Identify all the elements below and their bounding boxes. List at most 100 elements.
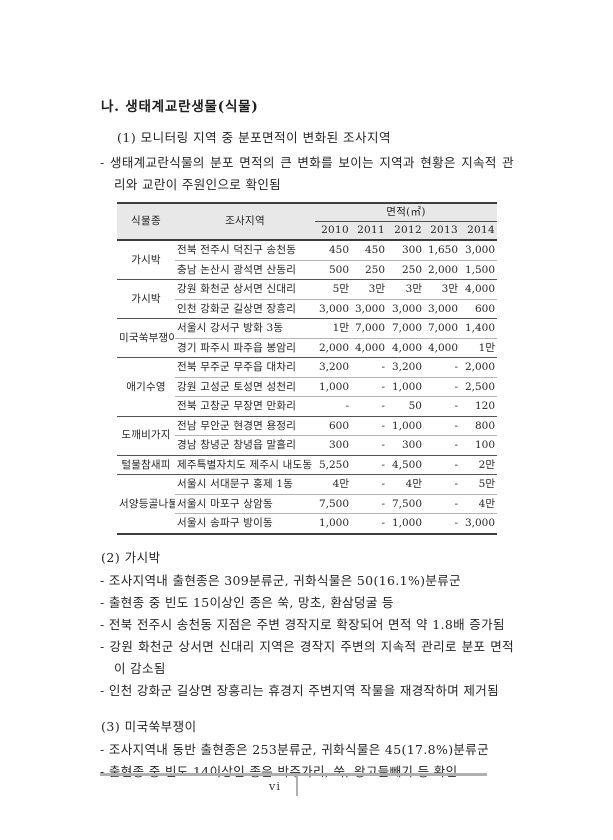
area-value: - [424, 435, 460, 455]
table-row: 전북 고창군 무장면 만화리 - - 50 - 120 [117, 396, 497, 416]
area-value: 3,000 [351, 298, 387, 319]
table-row: 인천 강화군 길상면 장흥리 3,000 3,000 3,000 3,000 6… [117, 298, 497, 319]
table-row: 도깨비가지 전남 무안군 현경면 용정리 600 - 1,000 - 800 [117, 415, 497, 455]
header-species: 식물종 [117, 203, 175, 240]
subsection-3-title: (3) 미국쑥부쟁이 [101, 718, 197, 734]
region-cell: 인천 강화군 길상면 장흥리 [175, 298, 315, 319]
area-value: 4,000 [387, 337, 424, 358]
region-cell: 전북 고창군 무장면 만화리 [175, 396, 315, 416]
section-3-bullet: - 조사지역내 동반 출현종은 253분류군, 귀화식물은 45(17.8%)분… [100, 741, 489, 757]
area-value: 2,000 [424, 259, 460, 280]
area-value: 3,000 [315, 298, 351, 319]
area-value: 1,000 [387, 513, 424, 534]
area-value: 1,000 [315, 513, 351, 534]
area-value: 3,000 [424, 298, 460, 319]
area-value: 1,000 [387, 376, 424, 397]
section-2-bullet: - 전북 전주시 송천동 지점은 주변 경작지로 확장되어 면적 약 1.8배 … [100, 616, 505, 632]
area-value: 4,000 [351, 337, 387, 358]
area-value: 1만 [315, 318, 351, 338]
header-year-2014: 2014 [460, 221, 497, 240]
area-value: - [424, 493, 460, 514]
area-value: 50 [387, 396, 424, 416]
area-value: 7,500 [387, 493, 424, 514]
area-value: - [351, 513, 387, 534]
area-value: 3,200 [387, 357, 424, 377]
area-value: - [424, 513, 460, 534]
subsection-2-title: (2) 가시박 [101, 549, 161, 565]
section-1-bullet: - 생태계교란식물의 분포 면적의 큰 변화를 보이는 지역과 현황은 지속적 … [100, 155, 514, 192]
region-cell: 강원 화천군 상서면 신대리 [175, 279, 315, 299]
species-cell: 서양등골나물 [117, 474, 175, 534]
page-content: 나. 생태계교란생물(식물) (1) 모니터링 지역 중 분포면적이 변화된 조… [100, 95, 514, 783]
area-value: 5만 [315, 279, 351, 299]
table-row: 털물참새피 제주특별자치도 제주시 내도동 5,250 - 4,500 - 2만 [117, 454, 497, 475]
subsection-1-title: (1) 모니터링 지역 중 분포면적이 변화된 조사지역 [117, 130, 392, 145]
area-value: - [351, 454, 387, 475]
species-cell: 애기수영 [117, 357, 175, 416]
area-value: 120 [460, 396, 497, 416]
area-value: 4,000 [424, 337, 460, 358]
section-3-bullet: - 출현종 중 빈도 14이상인 종은 박주가리, 쑥, 왕고들빼기 등 확인 [100, 763, 458, 779]
species-cell: 가시박 [117, 239, 175, 280]
region-cell: 전북 전주시 덕진구 송천동 [175, 239, 315, 260]
region-cell: 경기 파주시 파주읍 봉암리 [175, 337, 315, 358]
section-2-bullet: - 출현종 중 빈도 15이상인 종은 쑥, 망초, 환삼덩굴 등 [100, 594, 394, 610]
footer-separator-tick [296, 776, 298, 796]
area-value: 1,000 [387, 415, 424, 436]
area-value: 3,000 [387, 298, 424, 319]
area-value: 7,000 [387, 318, 424, 338]
area-value: 800 [460, 415, 497, 436]
header-year-2013: 2013 [424, 221, 460, 240]
area-value: 2,000 [315, 337, 351, 358]
area-value: 1,500 [460, 259, 497, 280]
area-value: - [351, 435, 387, 455]
area-value: 7,000 [424, 318, 460, 338]
table-row: 경기 파주시 파주읍 봉암리 2,000 4,000 4,000 4,000 1… [117, 337, 497, 358]
region-cell: 제주특별자치도 제주시 내도동 [175, 454, 315, 475]
area-value: - [351, 396, 387, 416]
region-cell: 서울시 송파구 방이동 [175, 513, 315, 534]
area-value: 1,650 [424, 239, 460, 260]
area-value: 5,250 [315, 454, 351, 475]
table-row: 서울시 송파구 방이동 1,000 - 1,000 - 3,000 [117, 513, 497, 534]
area-value: - [351, 415, 387, 436]
table-row: 미국쑥부쟁이 서울시 강서구 방화 3동 1만 7,000 7,000 7,00… [117, 318, 497, 358]
area-value: 2,000 [460, 357, 497, 377]
area-value: 2,500 [460, 376, 497, 397]
area-value: - [424, 357, 460, 377]
area-value: 250 [351, 259, 387, 280]
area-value: 4만 [315, 474, 351, 494]
area-value: - [424, 396, 460, 416]
area-value: - [351, 357, 387, 377]
area-value: - [424, 474, 460, 494]
area-value: - [424, 376, 460, 397]
area-value: 2만 [460, 454, 497, 475]
region-cell: 서울시 마포구 상암동 [175, 493, 315, 514]
area-value: 3,000 [460, 513, 497, 534]
region-cell: 서울시 서대문구 홍제 1동 [175, 474, 315, 494]
area-value: 300 [387, 239, 424, 260]
table-row: 서울시 마포구 상암동 7,500 - 7,500 - 4만 [117, 493, 497, 514]
footer-divider [100, 773, 487, 776]
table-row: 강원 고성군 토성면 성천리 1,000 - 1,000 - 2,500 [117, 376, 497, 397]
region-cell: 전남 무안군 현경면 용정리 [175, 415, 315, 436]
region-cell: 서울시 강서구 방화 3동 [175, 318, 315, 338]
area-value: - [351, 493, 387, 514]
area-change-table: 식물종 조사지역 면적(㎡) 2010 2011 2012 2013 2014 … [117, 202, 497, 535]
area-value: 1,400 [460, 318, 497, 338]
table-row: 가시박 전북 전주시 덕진구 송천동 450 450 300 1,650 3,0… [117, 239, 497, 280]
area-value: 3만 [424, 279, 460, 299]
area-value: - [351, 474, 387, 494]
region-cell: 충남 논산시 광석면 산동리 [175, 259, 315, 280]
species-cell: 털물참새피 [117, 454, 175, 475]
region-cell: 경남 창녕군 창녕읍 말흘리 [175, 435, 315, 455]
header-area: 면적(㎡) [315, 203, 497, 222]
header-year-2012: 2012 [387, 221, 424, 240]
area-value: - [424, 415, 460, 436]
area-value: 7,500 [315, 493, 351, 514]
species-cell: 가시박 [117, 279, 175, 319]
table-row: 애기수영 전북 무주군 무주읍 대차리 3,200 - 3,200 - 2,00… [117, 357, 497, 416]
page-title: 나. 생태계교란생물(식물) [101, 99, 259, 115]
area-value: 3,000 [460, 239, 497, 260]
area-value: 4,000 [460, 279, 497, 299]
